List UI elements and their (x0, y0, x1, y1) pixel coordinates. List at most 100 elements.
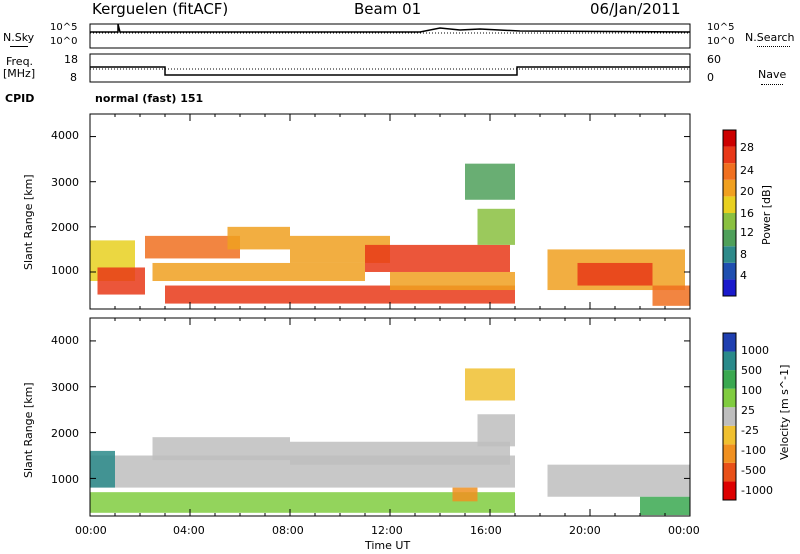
power-ylabel: Slant Range [km] (22, 174, 35, 270)
power-echo-band-9 (477, 208, 515, 245)
power-ytick-2000: 2000 (51, 221, 79, 234)
power-echo-band-3 (227, 226, 290, 250)
power-cbar-tick-8: 8 (740, 248, 747, 261)
xtick-1600: 16:00 (470, 524, 502, 537)
velocity-cbar-tick-neg100: -100 (741, 444, 766, 457)
power-echo-band-8 (390, 271, 515, 291)
xtick-2400: 00:00 (668, 524, 700, 537)
power-echo-band-12 (577, 262, 653, 286)
power-cbar-tick-4: 4 (740, 269, 747, 282)
nave-ytick-bottom: 0 (707, 71, 714, 84)
nsky-ytick-top: 10^5 (50, 22, 78, 33)
velocity-colorbar-frame (722, 332, 737, 501)
velocity-ytick-3000: 3000 (51, 381, 79, 394)
velocity-echo-band-6 (465, 368, 515, 401)
xtick-0800: 08:00 (272, 524, 304, 537)
velocity-colorbar-swatch-4 (723, 407, 736, 426)
nave-label-dots (761, 84, 783, 85)
power-cbar-tick-12: 12 (740, 226, 754, 239)
power-echo-band-7 (365, 244, 510, 272)
velocity-echo-band-9 (452, 487, 478, 502)
xtick-1200: 12:00 (371, 524, 403, 537)
freq-panel-frame (89, 53, 691, 83)
cpid-label: CPID (5, 92, 35, 105)
power-ytick-3000: 3000 (51, 176, 79, 189)
velocity-colorbar-swatch-6 (723, 370, 736, 389)
velocity-cbar-tick-1000: 1000 (741, 344, 769, 357)
power-colorbar-swatch-5 (723, 196, 736, 213)
power-ytick-4000: 4000 (51, 129, 79, 142)
nave-label: Nave (758, 68, 787, 81)
power-cbar-tick-16: 16 (740, 207, 754, 220)
freq-trace (90, 66, 690, 76)
power-colorbar-swatch-3 (723, 229, 736, 247)
velocity-cbar-tick-neg25: -25 (741, 424, 759, 437)
power-cbar-label: Power [dB] (760, 185, 773, 245)
freq-ytick-top: 18 (64, 53, 78, 66)
velocity-echo-band-4 (90, 492, 515, 513)
velocity-echo-band-7 (547, 464, 690, 497)
power-echo-band-4 (152, 262, 365, 282)
power-echo-band-1 (97, 267, 145, 295)
nsearch-ytick-top: 10^5 (707, 22, 735, 33)
velocity-cbar-tick-neg1000: -1000 (741, 484, 773, 497)
velocity-colorbar-swatch-7 (723, 351, 736, 371)
freq-label: Freq. (6, 55, 34, 68)
cpid-value: normal (fast) 151 (95, 92, 204, 105)
power-colorbar-swatch-9 (723, 130, 736, 147)
nsearch-label: N.Search (745, 31, 795, 44)
power-cbar-tick-28: 28 (740, 141, 754, 154)
velocity-cbar-tick-100: 100 (741, 384, 762, 397)
power-colorbar-swatch-2 (723, 246, 736, 263)
power-echo-band-13 (652, 285, 690, 306)
velocity-echo-band-1 (152, 437, 290, 461)
power-echo-band-2 (145, 235, 240, 259)
date-title: 06/Jan/2011 (590, 0, 681, 18)
nsky-label-underline (10, 46, 28, 47)
power-ytick-1000: 1000 (51, 264, 79, 277)
nsky-trace (90, 23, 691, 33)
power-cbar-tick-20: 20 (740, 185, 754, 198)
velocity-cbar-label: Velocity [m s^-1] (778, 364, 791, 460)
velocity-ytick-4000: 4000 (51, 334, 79, 347)
power-colorbar-swatch-1 (723, 262, 736, 280)
velocity-colorbar-swatch-3 (723, 425, 736, 445)
power-colorbar-swatch-0 (723, 279, 736, 296)
velocity-cbar-tick-neg500: -500 (741, 464, 766, 477)
nsky-ytick-bottom: 10^0 (50, 36, 78, 47)
power-cbar-tick-24: 24 (740, 164, 754, 177)
velocity-echo-band-8 (640, 496, 690, 516)
velocity-colorbar-swatch-1 (723, 462, 736, 482)
beam-title: Beam 01 (354, 0, 422, 18)
velocity-ylabel: Slant Range [km] (22, 382, 35, 478)
power-colorbar-swatch-6 (723, 179, 736, 197)
xtick-0400: 04:00 (173, 524, 205, 537)
velocity-colorbar-swatch-5 (723, 388, 736, 408)
velocity-ytick-2000: 2000 (51, 427, 79, 440)
velocity-echo-band-3 (90, 450, 115, 488)
nave-ytick-top: 60 (707, 53, 721, 66)
velocity-colorbar-swatch-2 (723, 444, 736, 463)
nsearch-label-dots (757, 46, 790, 47)
xtick-2000: 20:00 (569, 524, 601, 537)
power-colorbar-swatch-8 (723, 146, 736, 164)
power-colorbar-swatch-7 (723, 163, 736, 180)
power-colorbar-swatch-4 (723, 213, 736, 230)
power-echo-band-10 (465, 163, 515, 200)
velocity-echo-band-2 (290, 441, 510, 465)
nsky-panel-frame (89, 23, 691, 49)
velocity-ytick-1000: 1000 (51, 473, 79, 486)
nsearch-ytick-bottom: 10^0 (707, 36, 735, 47)
freq-ytick-bottom: 8 (70, 71, 77, 84)
velocity-cbar-tick-25: 25 (741, 404, 755, 417)
station-title: Kerguelen (fitACF) (92, 0, 229, 18)
nsky-label: N.Sky (3, 31, 35, 44)
freq-unit-label: [MHz] (3, 67, 36, 80)
velocity-cbar-tick-500: 500 (741, 364, 762, 377)
xaxis-label: Time UT (365, 539, 411, 552)
xtick-0000: 00:00 (75, 524, 107, 537)
power-colorbar-frame (722, 129, 737, 297)
velocity-colorbar-swatch-0 (723, 481, 736, 500)
velocity-echo-band-5 (477, 414, 515, 447)
